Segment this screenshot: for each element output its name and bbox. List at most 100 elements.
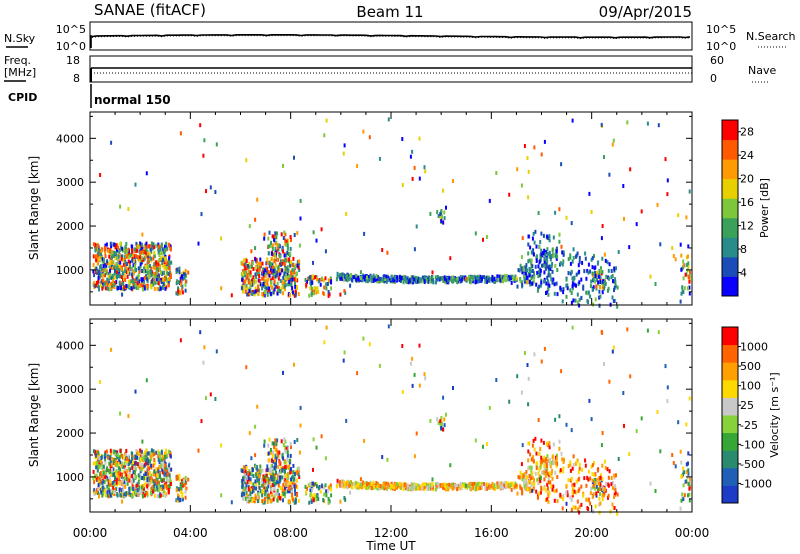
scatter-cell — [290, 238, 292, 242]
scatter-cell — [162, 255, 165, 260]
scatter-cell — [157, 281, 160, 286]
scatter-cell — [326, 489, 329, 493]
scatter-cell — [146, 471, 149, 476]
scatter-cell — [312, 437, 315, 442]
scatter-cell — [128, 271, 131, 276]
scatter-cell — [166, 279, 169, 283]
scatter-cell — [258, 474, 261, 479]
scatter-cell — [117, 481, 120, 486]
scatter-cell — [100, 462, 103, 467]
scatter-cell — [591, 472, 594, 477]
scatter-cell — [150, 270, 153, 275]
scatter-cell — [595, 493, 598, 498]
colorbar-tick-label: 25 — [740, 399, 754, 412]
scatter-cell — [656, 409, 659, 414]
scatter-cell — [565, 283, 568, 288]
scatter-cell — [533, 145, 536, 150]
scatter-cell — [578, 280, 581, 285]
scatter-cell — [530, 269, 532, 274]
scatter-cell — [144, 265, 147, 269]
scatter-cell — [467, 276, 470, 281]
scatter-cell — [266, 464, 269, 469]
scatter-cell — [149, 284, 152, 289]
scatter-cell — [152, 463, 155, 468]
scatter-cell — [126, 456, 129, 461]
scatter-cell — [116, 248, 118, 253]
scatter-cell — [112, 449, 115, 454]
scatter-cell — [440, 209, 443, 213]
scatter-cell — [125, 254, 128, 259]
scatter-cell — [109, 249, 111, 254]
scatter-cell — [297, 499, 300, 503]
scatter-cell — [167, 281, 170, 285]
scatter-cell — [553, 489, 556, 494]
scatter-cell — [585, 290, 588, 295]
scatter-cell — [600, 488, 603, 492]
scatter-cell — [145, 241, 148, 246]
scatter-cell — [482, 237, 484, 242]
scatter-cell — [138, 283, 141, 288]
scatter-cell — [599, 487, 602, 491]
scatter-cell — [158, 258, 161, 263]
scatter-cell — [551, 487, 554, 492]
scatter-cell — [150, 249, 153, 254]
scatter-cell — [136, 281, 139, 286]
scatter-cell — [599, 482, 602, 487]
scatter-cell — [253, 485, 256, 490]
scatter-cell — [250, 289, 253, 294]
scatter-cell — [279, 475, 282, 480]
scatter-cell — [128, 254, 131, 259]
scatter-cell — [403, 276, 406, 281]
scatter-cell — [298, 268, 301, 272]
scatter-cell — [109, 472, 112, 477]
scatter-cell — [127, 474, 130, 479]
scatter-cell — [149, 476, 152, 481]
scatter-cell — [503, 274, 506, 279]
scatter-cell — [138, 465, 141, 470]
scatter-cell — [510, 280, 513, 285]
scatter-cell — [296, 470, 299, 475]
scatter-cell — [646, 328, 649, 333]
noise-left-tick-top: 10^5 — [56, 23, 86, 36]
scatter-cell — [282, 498, 284, 503]
scatter-cell — [356, 164, 359, 169]
scatter-cell — [119, 460, 121, 465]
scatter-cell — [258, 485, 261, 490]
scatter-cell — [109, 241, 112, 246]
scatter-cell — [562, 259, 565, 264]
scatter-cell — [262, 281, 265, 286]
colorbar-swatch — [722, 344, 738, 363]
scatter-cell — [687, 275, 690, 280]
scatter-cell — [142, 484, 145, 489]
scatter-cell — [589, 491, 592, 496]
scatter-cell — [608, 469, 611, 474]
noise-search-line — [91, 35, 691, 40]
scatter-cell — [249, 491, 252, 496]
scatter-cell — [309, 275, 312, 280]
scatter-cell — [241, 271, 244, 276]
scatter-cell — [264, 282, 267, 287]
scatter-cell — [133, 285, 135, 290]
scatter-cell — [114, 475, 116, 480]
scatter-cell — [281, 487, 284, 492]
scatter-cell — [471, 484, 474, 489]
scatter-cell — [325, 286, 328, 291]
scatter-cell — [283, 268, 286, 273]
scatter-cell — [493, 277, 496, 282]
scatter-cell — [283, 253, 286, 258]
scatter-cell — [283, 460, 286, 465]
scatter-cell — [286, 453, 289, 458]
scatter-cell — [309, 484, 312, 489]
scatter-cell — [572, 462, 575, 467]
scatter-cell — [254, 479, 257, 484]
scatter-cell — [576, 507, 579, 512]
scatter-cell — [263, 439, 266, 444]
scatter-cell — [142, 279, 145, 284]
scatter-cell — [155, 260, 158, 265]
scatter-cell — [267, 477, 270, 482]
scatter-cell — [677, 213, 680, 218]
scatter-cell — [205, 396, 207, 401]
scatter-cell — [543, 466, 546, 471]
scatter-cell — [362, 482, 365, 487]
scatter-cell — [100, 283, 103, 288]
